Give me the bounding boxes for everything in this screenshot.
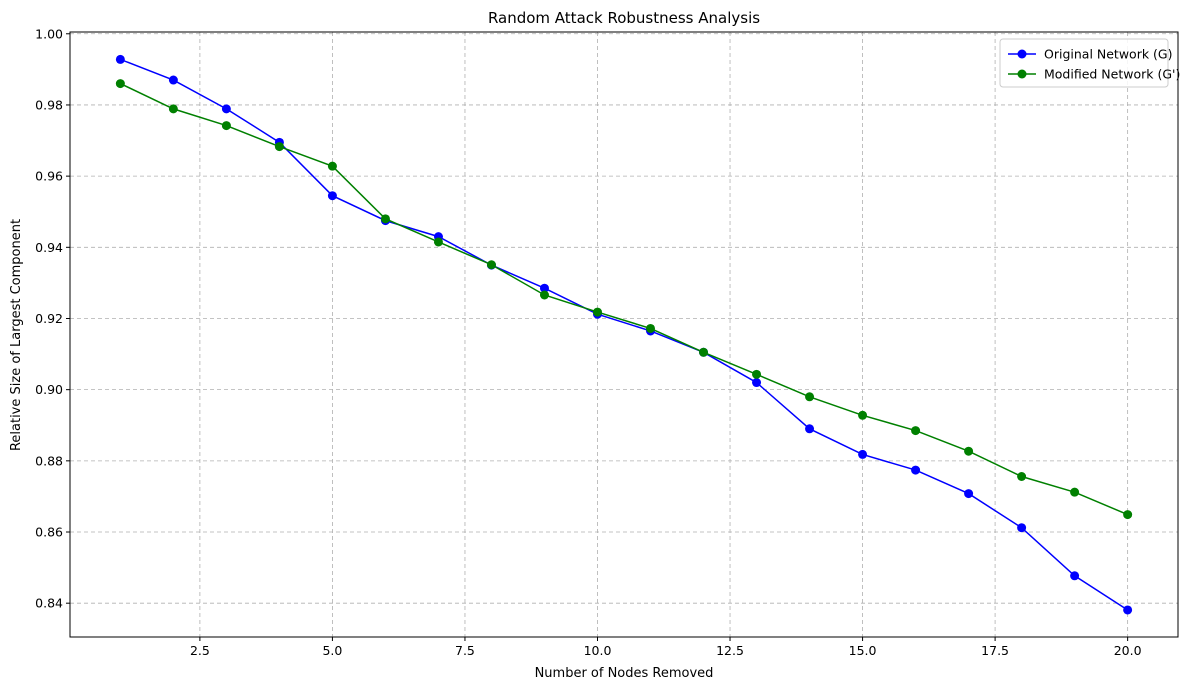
data-point [115,54,125,64]
data-point [221,104,231,114]
series-line [120,58,1129,611]
y-tick-label: 0.96 [35,169,63,184]
data-point [380,214,390,224]
y-tick-label: 0.84 [35,596,63,611]
y-tick-label: 0.94 [35,240,63,255]
data-point [327,161,337,171]
legend-marker [1017,49,1027,59]
data-point [1123,510,1133,520]
data-point [539,283,549,293]
data-point [1070,571,1080,581]
data-point [1017,471,1027,481]
data-point [858,449,868,459]
data-point [115,79,125,89]
x-axis-ticks: 2.5 5.0 7.5 10.0 12.5 15.0 17.5 20.0 [190,637,1142,658]
data-point [805,424,815,434]
series-layer [115,54,1133,615]
legend-marker [1017,69,1027,79]
legend-label: Modified Network (G') [1044,67,1180,82]
data-point [752,378,762,388]
y-tick-label: 0.88 [35,453,63,468]
y-axis-ticks: 0.84 0.86 0.88 0.90 0.92 0.94 0.96 0.98 1.00 [35,26,70,611]
data-point [433,237,443,247]
y-tick-label: 1.00 [35,26,63,41]
data-point [592,307,602,317]
series-2 [115,79,1133,520]
y-tick-label: 0.86 [35,525,63,540]
x-tick-label: 2.5 [190,643,210,658]
x-tick-label: 5.0 [322,643,342,658]
x-tick-label: 7.5 [455,643,475,658]
legend: Original Network (G) Modified Network (G'… [999,38,1180,88]
data-point [752,369,762,379]
data-point [1070,487,1080,497]
grid-lines [70,32,1178,637]
x-axis-label: Number of Nodes Removed [535,666,714,681]
data-point [486,260,496,270]
series-line [120,82,1128,516]
data-point [911,465,921,475]
legend-item: Original Network (G) [1008,47,1173,62]
data-point [221,121,231,131]
data-point [168,75,178,85]
data-point [911,426,921,436]
x-tick-label: 12.5 [716,643,744,658]
data-point [858,410,868,420]
data-point [805,392,815,402]
data-point [1123,605,1133,615]
data-point [646,323,656,333]
data-point [1017,523,1027,533]
plot-frame [69,31,1179,638]
legend-label: Original Network (G) [1044,47,1173,62]
series-1 [115,54,1133,615]
data-point [327,191,337,201]
x-tick-label: 17.5 [981,643,1009,658]
legend-box [999,38,1169,88]
legend-item: Modified Network (G') [1008,67,1180,82]
data-point [274,142,284,152]
y-tick-label: 0.92 [35,311,63,326]
data-point [168,104,178,114]
y-axis-label: Relative Size of Largest Component [9,219,24,451]
data-point [964,489,974,499]
x-tick-label: 20.0 [1114,643,1142,658]
x-tick-label: 10.0 [584,643,612,658]
chart-title: Random Attack Robustness Analysis [488,9,760,27]
y-tick-label: 0.90 [35,382,63,397]
data-point [964,446,974,456]
y-tick-label: 0.98 [35,97,63,112]
x-tick-label: 15.0 [849,643,877,658]
data-point [539,290,549,300]
data-point [699,347,709,357]
